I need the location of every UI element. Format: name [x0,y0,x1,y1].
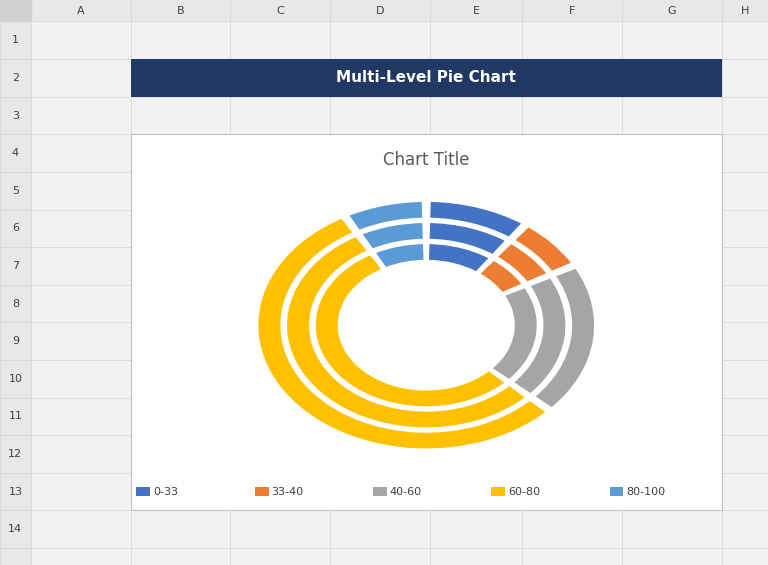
Wedge shape [348,201,423,231]
Text: G: G [667,6,677,16]
Wedge shape [362,222,424,249]
Wedge shape [534,268,595,408]
Text: Chart Title: Chart Title [383,151,469,170]
Bar [610,487,624,496]
Wedge shape [375,244,425,268]
Text: F: F [569,6,575,16]
Wedge shape [286,236,526,428]
Text: 60-80: 60-80 [508,487,541,497]
Text: H: H [741,6,749,16]
Text: 9: 9 [12,336,19,346]
Wedge shape [513,277,566,394]
Text: 10: 10 [8,374,22,384]
Bar [255,487,269,496]
Text: 0-33: 0-33 [154,487,178,497]
Text: D: D [376,6,385,16]
Wedge shape [315,254,505,407]
Text: Multi-Level Pie Chart: Multi-Level Pie Chart [336,71,516,85]
Bar [131,59,722,97]
Wedge shape [257,218,547,449]
Text: 6: 6 [12,223,19,233]
Text: 5: 5 [12,186,19,195]
Text: 4: 4 [12,148,19,158]
Wedge shape [514,227,572,272]
Bar [492,487,505,496]
Bar [373,487,387,496]
Text: 80-100: 80-100 [627,487,666,497]
Text: 12: 12 [8,449,22,459]
Text: 40-60: 40-60 [390,487,422,497]
Text: B: B [177,6,184,16]
Text: C: C [276,6,284,16]
Text: 2: 2 [12,73,19,83]
Text: E: E [472,6,480,16]
Wedge shape [429,222,506,255]
Text: 1: 1 [12,35,19,45]
Bar [137,487,151,496]
Bar [131,134,722,510]
Text: A: A [77,6,84,16]
Text: 8: 8 [12,298,19,308]
Text: 33-40: 33-40 [272,487,304,497]
Wedge shape [479,260,522,293]
Text: 3: 3 [12,111,19,120]
Text: 7: 7 [12,261,19,271]
Text: 11: 11 [8,411,22,421]
Wedge shape [497,243,548,282]
Wedge shape [428,244,490,272]
Text: 14: 14 [8,524,22,534]
Text: 13: 13 [8,486,22,497]
Wedge shape [492,288,538,380]
Wedge shape [429,201,522,237]
